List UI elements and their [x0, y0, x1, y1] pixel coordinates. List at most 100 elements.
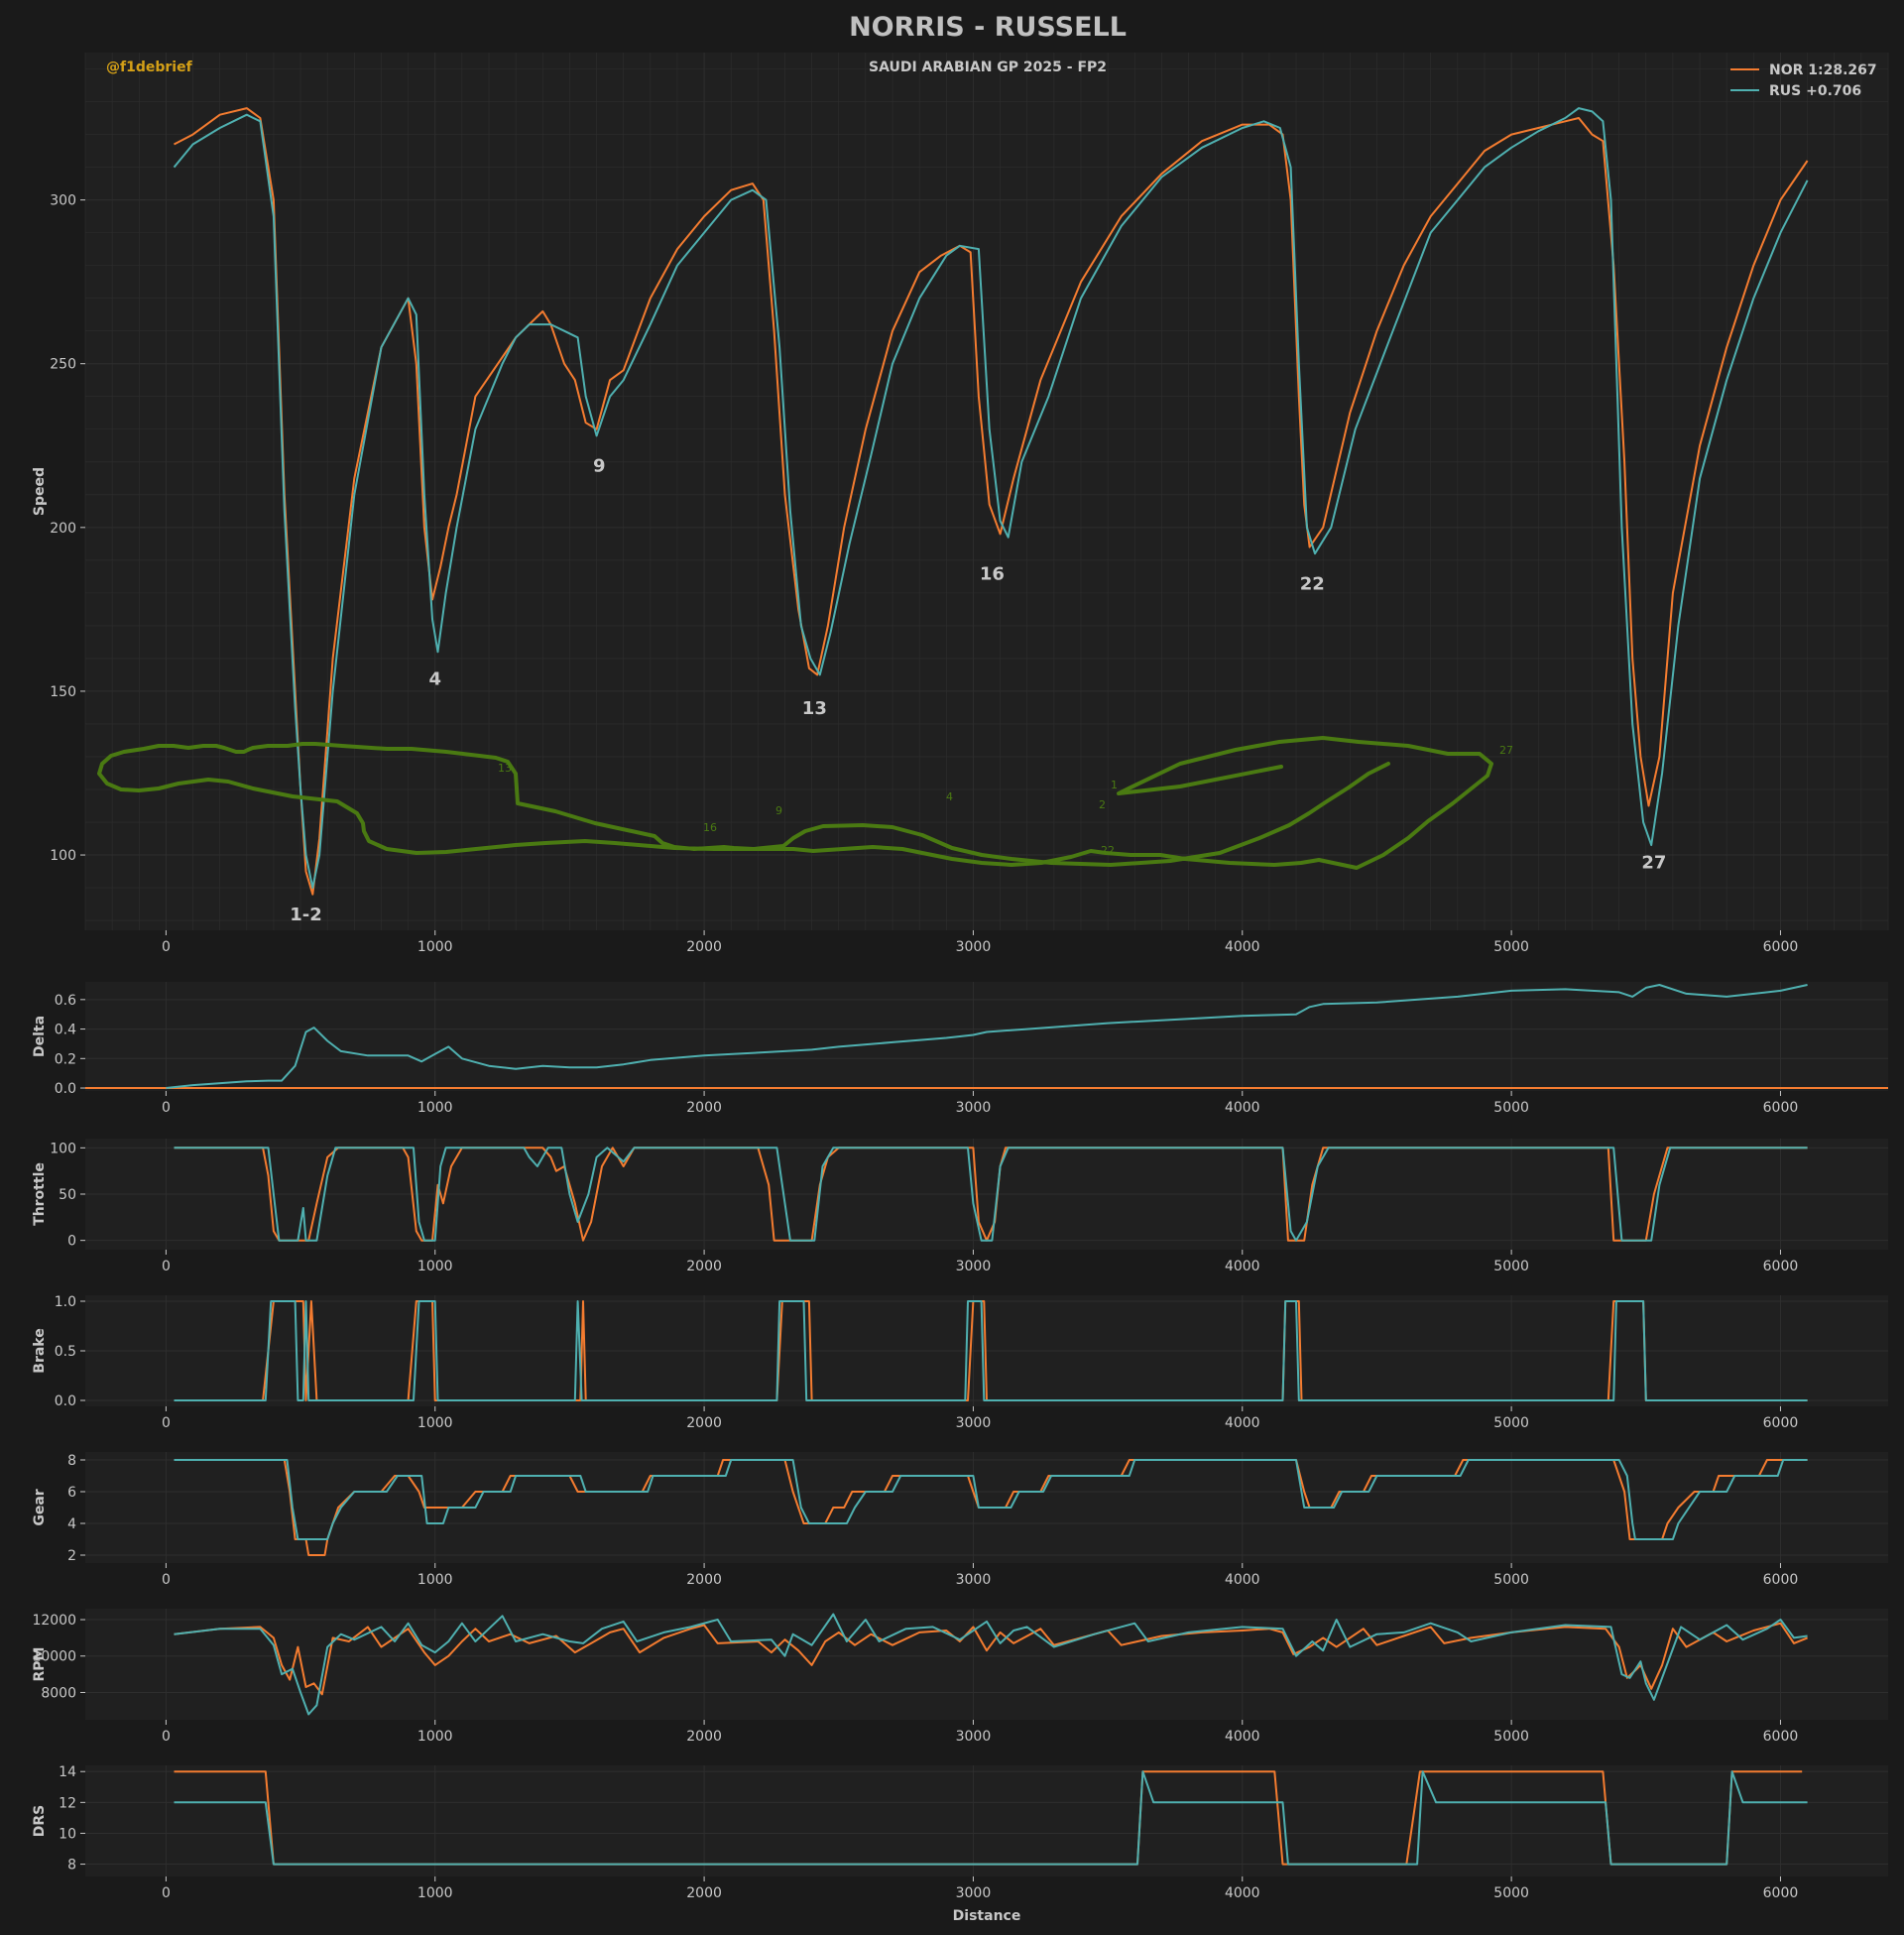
y-tick-label: 100 — [50, 848, 76, 864]
y-tick-label: 6 — [67, 1485, 76, 1501]
corner-label: 1-2 — [290, 905, 322, 925]
chart-subtitle: SAUDI ARABIAN GP 2025 - FP2 — [869, 60, 1107, 75]
x-tick-label: 0 — [162, 1259, 171, 1274]
series-line-rus — [166, 984, 1808, 1089]
panel-gear: 2 4 6 8 0 1000 2000 3000 4000 5000 6000 Gear — [32, 1452, 1888, 1588]
x-tick-label: 3000 — [956, 1572, 992, 1588]
x-tick-label: 3000 — [956, 1885, 992, 1901]
track-map: 13 9 16 4 1 2 22 27 — [97, 736, 1513, 870]
x-tick-label: 4000 — [1225, 939, 1260, 955]
x-tick-label: 5000 — [1493, 939, 1529, 955]
watermark: @f1debrief — [106, 60, 193, 75]
x-tick-label: 6000 — [1763, 1572, 1799, 1588]
x-tick-label: 0 — [162, 1885, 171, 1901]
x-tick-label: 3000 — [956, 1259, 992, 1274]
y-tick-label: 12 — [59, 1795, 76, 1811]
grid — [85, 1609, 1888, 1720]
track-corner-label: 9 — [775, 804, 782, 817]
series-line-rus — [173, 107, 1809, 890]
x-tick-label: 6000 — [1763, 1100, 1799, 1116]
x-tick-label: 1000 — [417, 1572, 453, 1588]
y-tick-label: 200 — [50, 521, 76, 537]
panel-background — [85, 53, 1888, 930]
x-tick-label: 0 — [162, 1729, 171, 1745]
x-tick-label: 0 — [162, 1572, 171, 1588]
x-tick-label: 4000 — [1225, 1885, 1260, 1901]
x-tick-label: 2000 — [686, 1729, 722, 1745]
x-tick-label: 0 — [162, 1415, 171, 1431]
x-tick-label: 2000 — [686, 939, 722, 955]
x-tick-label: 6000 — [1763, 1415, 1799, 1431]
x-tick-label: 2000 — [686, 1572, 722, 1588]
track-corner-label: 1 — [1111, 779, 1118, 791]
x-tick-label: 1000 — [417, 1259, 453, 1274]
x-tick-label: 3000 — [956, 1415, 992, 1431]
x-tick-label: 2000 — [686, 1259, 722, 1274]
legend: NOR 1:28.267 RUS +0.706 — [1730, 62, 1877, 99]
x-tick-label: 3000 — [956, 1729, 992, 1745]
x-tick-label: 6000 — [1763, 1259, 1799, 1274]
track-corner-label: 4 — [946, 790, 953, 803]
panel-background — [85, 982, 1888, 1091]
y-tick-label: 12000 — [32, 1613, 76, 1629]
corner-label: 16 — [980, 564, 1005, 585]
y-tick-label: 0.2 — [55, 1051, 76, 1067]
legend-label-nor: NOR 1:28.267 — [1769, 62, 1877, 78]
x-tick-label: 5000 — [1493, 1415, 1529, 1431]
y-tick-label: 4 — [67, 1516, 76, 1532]
x-tick-label: 1000 — [417, 1100, 453, 1116]
x-tick-label: 4000 — [1225, 1259, 1260, 1274]
y-tick-label: 300 — [50, 193, 76, 209]
track-outline — [97, 736, 1493, 870]
track-corner-label: 13 — [498, 762, 512, 775]
x-tick-label: 5000 — [1493, 1572, 1529, 1588]
y-tick-label: 50 — [59, 1187, 76, 1203]
panel-rpm: 8000 10000 12000 0 1000 2000 3000 4000 5000 6000 R… — [32, 1609, 1888, 1745]
x-tick-label: 5000 — [1493, 1729, 1529, 1745]
corner-label: 9 — [593, 456, 606, 477]
series-line-nor — [174, 1622, 1808, 1696]
series-line-rus — [174, 1147, 1808, 1242]
series-line-rus — [174, 1300, 1808, 1401]
y-tick-label: 0.4 — [55, 1023, 76, 1038]
x-tick-label: 4000 — [1225, 1100, 1260, 1116]
x-tick-label: 2000 — [686, 1415, 722, 1431]
track-corner-label: 2 — [1099, 798, 1106, 811]
series-line-rus — [174, 1459, 1808, 1540]
y-tick-label: 0.6 — [55, 993, 76, 1009]
x-tick-label: 3000 — [956, 939, 992, 955]
x-tick-label: 6000 — [1763, 1885, 1799, 1901]
y-tick-label: 0.5 — [55, 1344, 76, 1360]
x-tick-label: 1000 — [417, 1415, 453, 1431]
panel-brake: 0.0 0.5 1.0 0 1000 2000 3000 4000 5000 6000 Brake — [32, 1294, 1888, 1431]
series-line-rus — [174, 1770, 1808, 1866]
x-tick-label: 4000 — [1225, 1729, 1260, 1745]
x-tick-label: 6000 — [1763, 1729, 1799, 1745]
y-axis-label: Brake — [32, 1328, 48, 1373]
y-tick-label: 150 — [50, 684, 76, 700]
x-axis-label: Distance — [953, 1908, 1021, 1924]
y-tick-label: 250 — [50, 357, 76, 373]
y-tick-label: 2 — [67, 1548, 76, 1564]
y-axis-label: DRS — [32, 1805, 48, 1837]
x-tick-label: 2000 — [686, 1885, 722, 1901]
y-axis-label: Gear — [32, 1489, 48, 1525]
track-corner-label: 27 — [1499, 744, 1513, 757]
chart-title: NORRIS - RUSSELL — [849, 12, 1127, 43]
corner-label: 22 — [1300, 574, 1325, 595]
x-tick-label: 2000 — [686, 1100, 722, 1116]
y-tick-label: 10000 — [32, 1649, 76, 1665]
corner-label: 4 — [428, 668, 441, 689]
y-tick-label: 0.0 — [55, 1393, 76, 1409]
x-tick-label: 5000 — [1493, 1885, 1529, 1901]
y-tick-label: 14 — [59, 1764, 76, 1780]
legend-label-rus: RUS +0.706 — [1769, 83, 1861, 99]
x-tick-label: 0 — [162, 1100, 171, 1116]
x-tick-label: 5000 — [1493, 1259, 1529, 1274]
y-tick-label: 8 — [67, 1858, 76, 1874]
y-tick-label: 1.0 — [55, 1294, 76, 1310]
x-tick-label: 6000 — [1763, 939, 1799, 955]
y-tick-label: 0 — [67, 1234, 76, 1250]
y-tick-label: 10 — [59, 1826, 76, 1842]
